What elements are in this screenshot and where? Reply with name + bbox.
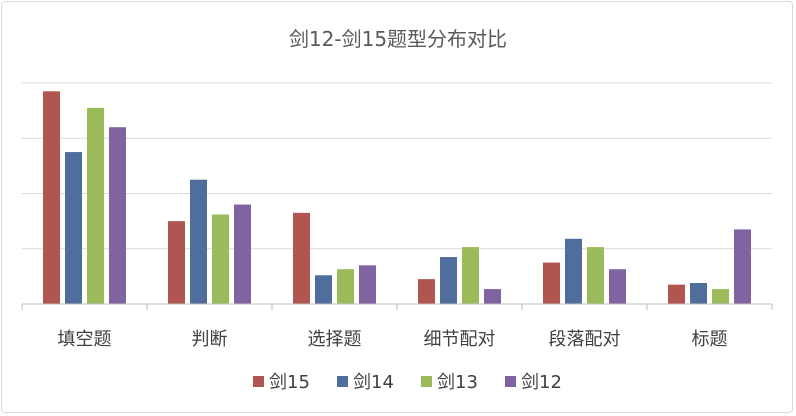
gridlines — [22, 82, 772, 250]
legend-label: 剑13 — [437, 372, 478, 393]
bar-剑13-填空题 — [87, 107, 104, 304]
bar-剑13-选择题 — [337, 269, 354, 304]
category-label: 填空题 — [58, 329, 112, 350]
bar-剑14-标题 — [690, 283, 707, 304]
legend-label: 剑12 — [521, 372, 562, 393]
category-label: 标题 — [692, 329, 728, 350]
legend-swatch — [505, 376, 516, 387]
bar-剑12-判断 — [234, 204, 251, 304]
legend: 剑15 剑14 剑13 剑12 — [253, 372, 562, 393]
bar-剑12-标题 — [734, 229, 751, 304]
bar-剑15-选择题 — [293, 212, 310, 304]
category-label: 判断 — [192, 329, 228, 350]
legend-label: 剑15 — [269, 372, 310, 393]
bar-剑12-选择题 — [359, 265, 376, 304]
legend-swatch — [337, 376, 348, 387]
category-label: 细节配对 — [424, 329, 496, 350]
legend-label: 剑14 — [353, 372, 394, 393]
bar-剑15-判断 — [168, 221, 185, 304]
bar-剑13-判断 — [212, 214, 229, 304]
bar-剑15-细节配对 — [418, 279, 435, 304]
bar-剑13-标题 — [712, 289, 729, 304]
bar-剑12-段落配对 — [609, 269, 626, 304]
bar-剑15-段落配对 — [543, 262, 560, 304]
bar-剑14-判断 — [190, 179, 207, 304]
category-label: 选择题 — [308, 329, 362, 350]
chart-title: 剑12-剑15题型分布对比 — [289, 27, 507, 51]
bar-剑12-细节配对 — [484, 289, 501, 304]
bar-剑14-选择题 — [315, 275, 332, 304]
bar-剑15-填空题 — [43, 91, 60, 304]
bar-剑14-细节配对 — [440, 257, 457, 304]
bar-剑13-段落配对 — [587, 247, 604, 304]
bar-剑14-填空题 — [65, 152, 82, 304]
bar-剑14-段落配对 — [565, 238, 582, 304]
bar-剑13-细节配对 — [462, 247, 479, 304]
category-label: 段落配对 — [549, 329, 621, 350]
legend-swatch — [421, 376, 432, 387]
x-axis — [21, 303, 773, 310]
category-labels: 填空题 判断 选择题 细节配对 段落配对 标题 — [58, 329, 728, 350]
bar-剑15-标题 — [668, 284, 685, 304]
bar-剑12-填空题 — [109, 127, 126, 304]
bars — [43, 91, 751, 304]
legend-swatch — [253, 376, 264, 387]
